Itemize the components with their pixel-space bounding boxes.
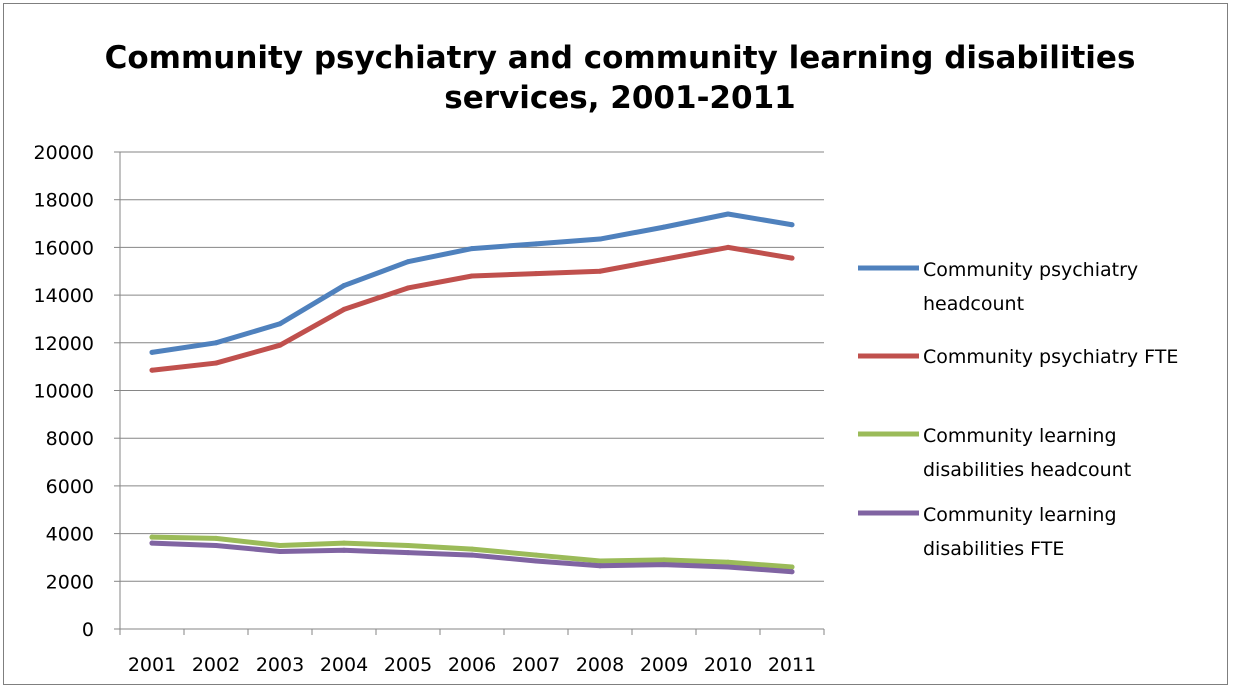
legend-label: Community psychiatry: [923, 259, 1138, 281]
legend-item-2: Community psychiatry FTE: [858, 346, 1178, 368]
x-tick-label: 2002: [192, 654, 240, 676]
legend-label: disabilities headcount: [923, 459, 1131, 481]
data-point: [341, 547, 347, 553]
data-point: [725, 244, 731, 250]
y-tick-label: 6000: [46, 476, 94, 498]
data-point: [789, 222, 795, 228]
y-tick-label: 16000: [34, 237, 94, 259]
series-line-1: [149, 211, 795, 355]
data-point: [661, 557, 667, 563]
data-point: [405, 259, 411, 265]
data-point: [341, 283, 347, 289]
y-tick-label: 2000: [46, 571, 94, 593]
plot-area-series: [149, 211, 795, 575]
gridlines: [120, 151, 824, 582]
x-tick-label: 2004: [320, 654, 368, 676]
y-tick-label: 20000: [34, 142, 94, 164]
data-point: [213, 340, 219, 346]
data-point: [469, 552, 475, 558]
data-point: [213, 360, 219, 366]
legend-item-4: Community learning disabilities FTE: [858, 504, 1117, 560]
data-point: [213, 535, 219, 541]
data-point: [149, 534, 155, 540]
data-point: [341, 306, 347, 312]
x-tick-label: 2009: [640, 654, 688, 676]
data-point: [725, 564, 731, 570]
data-point: [533, 241, 539, 247]
legend-item-1: Community psychiatry headcount: [858, 259, 1138, 315]
data-point: [405, 285, 411, 291]
legend-label: Community psychiatry FTE: [923, 346, 1178, 368]
chart-title-line-2: services, 2001-2011: [444, 80, 795, 116]
data-point: [597, 563, 603, 569]
data-point: [789, 569, 795, 575]
legend-label: Community learning: [923, 425, 1117, 447]
x-tick-label: 2010: [704, 654, 752, 676]
data-point: [789, 564, 795, 570]
data-point: [277, 342, 283, 348]
data-point: [533, 552, 539, 558]
data-point: [469, 273, 475, 279]
data-point: [725, 211, 731, 217]
data-point: [277, 543, 283, 549]
data-point: [789, 255, 795, 261]
data-point: [661, 224, 667, 230]
x-tick-label: 2003: [256, 654, 304, 676]
data-point: [725, 559, 731, 565]
data-point: [277, 321, 283, 327]
data-point: [149, 540, 155, 546]
legend-label: disabilities FTE: [923, 538, 1064, 560]
data-point: [661, 256, 667, 262]
data-point: [661, 562, 667, 568]
data-point: [405, 543, 411, 549]
y-tick-label: 4000: [46, 524, 94, 546]
data-point: [533, 271, 539, 277]
chart-title: Community psychiatry and community learn…: [105, 40, 1136, 116]
legend-label: headcount: [923, 293, 1024, 315]
y-tick-label: 10000: [34, 381, 94, 403]
chart-title-line-1: Community psychiatry and community learn…: [105, 40, 1136, 76]
data-point: [277, 548, 283, 554]
x-tick-label: 2001: [128, 654, 176, 676]
data-point: [341, 540, 347, 546]
y-tick-label: 18000: [34, 190, 94, 212]
x-tick-label: 2005: [384, 654, 432, 676]
y-tick-label: 14000: [34, 285, 94, 307]
data-point: [469, 246, 475, 252]
x-tick-label: 2011: [768, 654, 816, 676]
data-point: [149, 367, 155, 373]
data-point: [597, 268, 603, 274]
legend-label: Community learning: [923, 504, 1117, 526]
y-tick-label: 12000: [34, 333, 94, 355]
x-tick-label: 2007: [512, 654, 560, 676]
data-point: [405, 550, 411, 556]
data-point: [149, 349, 155, 355]
x-tick-label: 2006: [448, 654, 496, 676]
data-point: [213, 543, 219, 549]
data-point: [533, 558, 539, 564]
data-point: [597, 558, 603, 564]
series-line-3: [149, 534, 795, 570]
x-tick-label: 2008: [576, 654, 624, 676]
data-point: [597, 236, 603, 242]
legend-item-3: Community learning disabilities headcount: [858, 425, 1131, 481]
series-line-2: [149, 244, 795, 373]
data-point: [469, 546, 475, 552]
y-tick-label: 0: [82, 619, 94, 641]
axes: 0 2000 4000 6000 8000 10000 12000 14000 16000 180…: [34, 142, 825, 676]
y-tick-label: 8000: [46, 428, 94, 450]
